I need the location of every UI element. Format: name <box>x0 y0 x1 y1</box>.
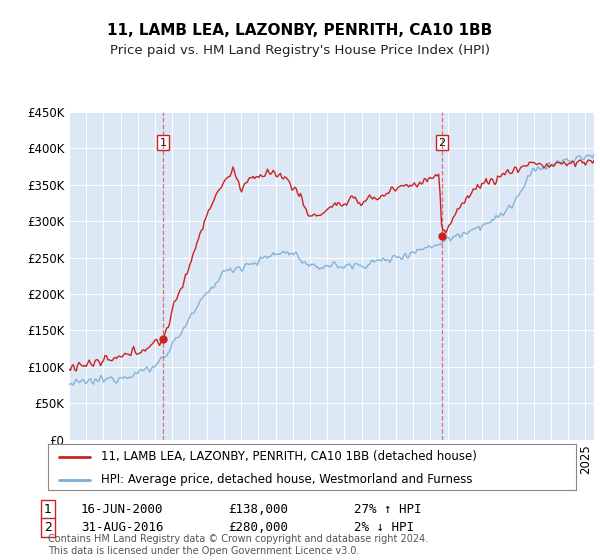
Text: £280,000: £280,000 <box>228 521 288 534</box>
Text: 27% ↑ HPI: 27% ↑ HPI <box>354 503 421 516</box>
Text: HPI: Average price, detached house, Westmorland and Furness: HPI: Average price, detached house, West… <box>101 473 472 487</box>
Text: £138,000: £138,000 <box>228 503 288 516</box>
Text: 1: 1 <box>44 503 52 516</box>
Text: 2% ↓ HPI: 2% ↓ HPI <box>354 521 414 534</box>
Text: 11, LAMB LEA, LAZONBY, PENRITH, CA10 1BB (detached house): 11, LAMB LEA, LAZONBY, PENRITH, CA10 1BB… <box>101 450 476 464</box>
Text: 1: 1 <box>160 138 166 148</box>
Text: Contains HM Land Registry data © Crown copyright and database right 2024.
This d: Contains HM Land Registry data © Crown c… <box>48 534 428 556</box>
Text: 31-AUG-2016: 31-AUG-2016 <box>81 521 163 534</box>
Text: 11, LAMB LEA, LAZONBY, PENRITH, CA10 1BB: 11, LAMB LEA, LAZONBY, PENRITH, CA10 1BB <box>107 24 493 38</box>
Text: Price paid vs. HM Land Registry's House Price Index (HPI): Price paid vs. HM Land Registry's House … <box>110 44 490 57</box>
Text: 2: 2 <box>439 138 446 148</box>
Text: 16-JUN-2000: 16-JUN-2000 <box>81 503 163 516</box>
Text: 2: 2 <box>44 521 52 534</box>
